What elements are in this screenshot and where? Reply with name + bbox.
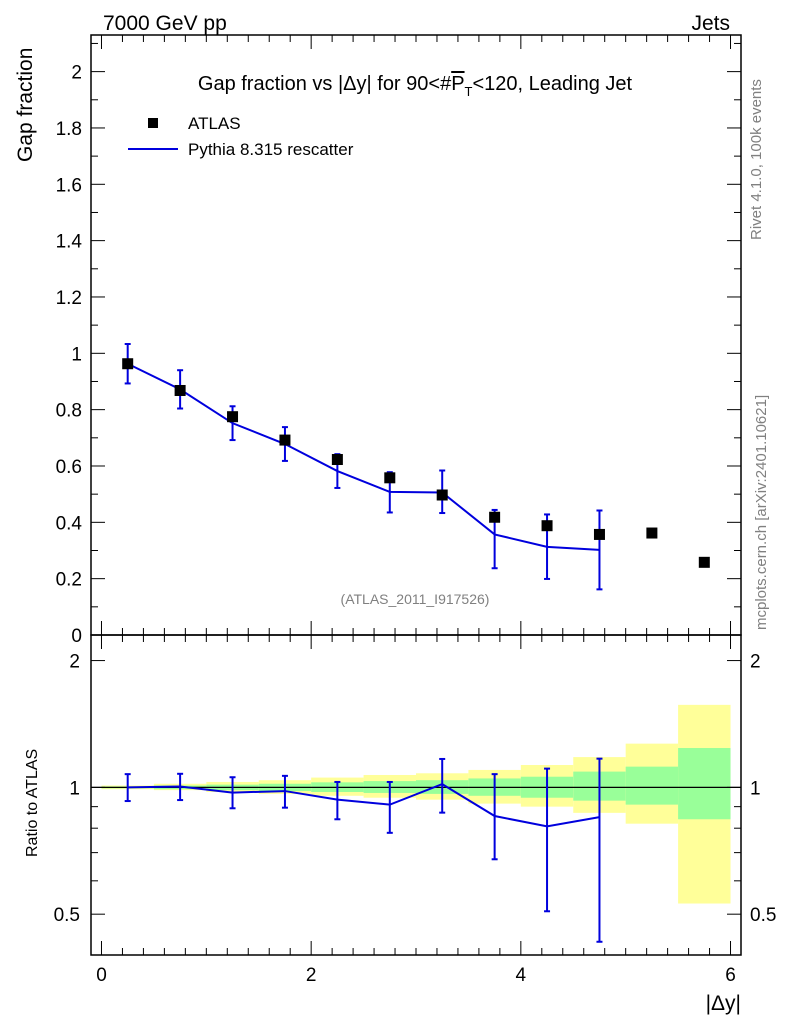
- ratio-ytick-label-right: 0.5: [750, 905, 776, 926]
- atlas-point: [489, 511, 501, 523]
- main-ytick-label: 0.8: [56, 401, 82, 422]
- main-ytick-label: 1.4: [56, 232, 83, 253]
- rivet-label: Rivet 4.1.0, 100k events: [748, 79, 765, 240]
- header-right: Jets: [691, 12, 730, 35]
- ratio-ylabel: Ratio to ATLAS: [24, 749, 41, 857]
- legend-label-atlas: ATLAS: [188, 114, 241, 133]
- main-ytick-label: 1.8: [56, 119, 82, 140]
- title-p: P: [451, 73, 464, 95]
- main-ytick-label: 1: [71, 344, 82, 365]
- main-ytick-label: 0.4: [56, 513, 83, 534]
- atlas-point: [698, 556, 710, 568]
- main-ytick-label: 2: [71, 63, 82, 84]
- main-ytick-label: 0.6: [56, 457, 82, 478]
- legend-label-pythia: Pythia 8.315 rescatter: [188, 140, 354, 159]
- pythia-line: [127, 362, 600, 551]
- ratio-ytick-label-right: 2: [750, 652, 761, 673]
- atlas-point: [541, 520, 553, 532]
- main-title: Gap fraction vs |Δy| for 90<#PT<120, Lea…: [198, 73, 633, 99]
- main-panel: 0 0.2 0.4 0.6 0.8 1 1.2 1.4 1.6 1.8 2: [56, 35, 741, 647]
- title-sub: T: [465, 84, 473, 99]
- ratio-ytick-label: 2: [69, 652, 80, 673]
- x-tick-label: 2: [306, 965, 317, 986]
- ratio-band-inner: [625, 766, 679, 805]
- legend-marker-atlas: [148, 118, 158, 128]
- main-ytick-label: 0.2: [56, 570, 82, 591]
- ratio-pythia-line: [127, 782, 600, 828]
- atlas-point: [227, 411, 239, 423]
- atlas-point: [122, 358, 134, 370]
- ratio-band-inner: [678, 748, 731, 820]
- atlas-point: [384, 472, 396, 484]
- title-post: <120, Leading Jet: [473, 73, 633, 95]
- ratio-ytick-label-right: 1: [750, 778, 761, 799]
- main-ytick-label: 0: [71, 626, 82, 647]
- ratio-ytick-label: 0.5: [54, 905, 80, 926]
- title-pre: Gap fraction vs |Δy| for 90<#: [198, 73, 452, 95]
- ratio-panel: 0 2 4 6 0.5 0.5 1 1 2 2: [54, 635, 776, 986]
- x-tick-label: 0: [96, 965, 107, 986]
- mcplots-label: mcplots.cern.ch [arXiv:2401.10621]: [753, 395, 770, 630]
- x-tick-label: 4: [516, 965, 527, 986]
- x-tick-label: 6: [725, 965, 736, 986]
- atlas-point: [174, 384, 186, 396]
- ratio-frame: [90, 634, 742, 956]
- atlas-point: [331, 454, 343, 466]
- main-ytick-label: 1.6: [56, 175, 82, 196]
- main-ytick-label: 1.2: [56, 288, 82, 309]
- header-left: 7000 GeV pp: [103, 12, 227, 35]
- atlas-point: [593, 528, 605, 540]
- atlas-point: [279, 434, 291, 446]
- atlas-point: [646, 527, 658, 539]
- x-axis-label: |Δy|: [706, 992, 741, 1015]
- watermark: (ATLAS_2011_I917526): [341, 591, 490, 607]
- ratio-ytick-label: 1: [69, 778, 80, 799]
- atlas-point: [436, 489, 448, 501]
- main-ylabel: Gap fraction: [14, 48, 37, 162]
